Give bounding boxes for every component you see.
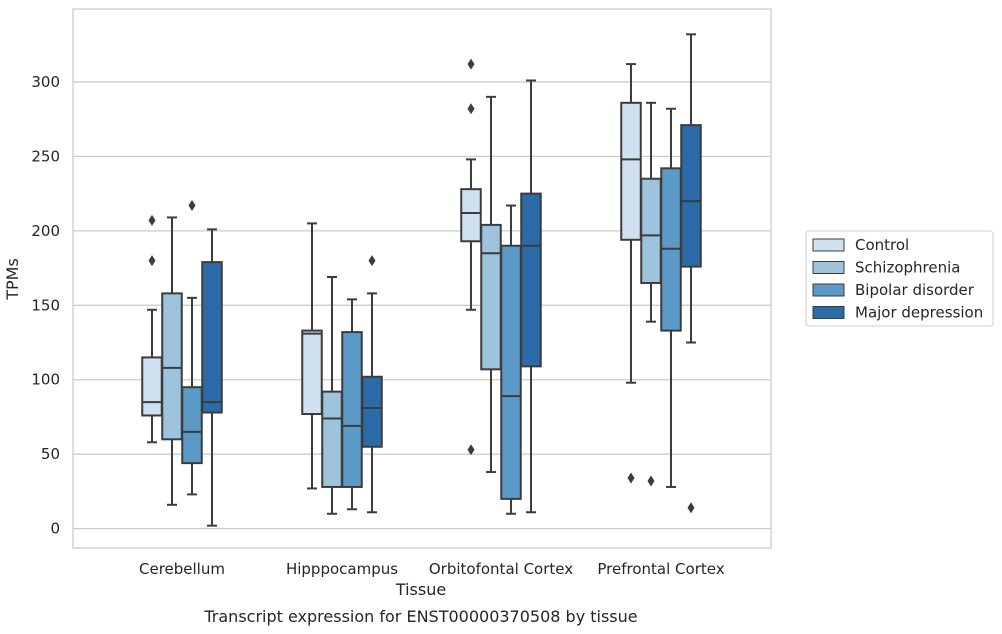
box-major-depression <box>680 33 702 514</box>
legend: Control Schizophrenia Bipolar disorder Majo… <box>805 230 994 327</box>
outlier-point <box>647 475 655 487</box>
box-plot-series <box>141 33 702 527</box>
box-schizophrenia <box>161 216 183 506</box>
plot-frame <box>72 8 772 549</box>
y-tick-label: 300 <box>31 73 60 91</box>
outlier-point <box>467 58 475 70</box>
iqr-box <box>620 101 642 241</box>
x-axis-ticks: Cerebellum Hipppocampus Orbitofontal Corte… <box>139 560 725 578</box>
iqr-box <box>520 192 542 368</box>
y-tick-label: 200 <box>31 222 60 240</box>
legend-label: Bipolar disorder <box>855 281 975 299</box>
x-tick-label: Hipppocampus <box>286 560 398 578</box>
outlier-point <box>467 444 475 456</box>
legend-swatch <box>812 238 845 252</box>
iqr-box <box>161 292 183 441</box>
x-tick-label: Cerebellum <box>139 560 225 578</box>
y-tick-label: 0 <box>50 520 60 538</box>
legend-frame <box>805 230 994 327</box>
legend-swatch <box>812 306 845 319</box>
y-axis-label: TPMs <box>3 258 22 301</box>
x-axis-label: Tissue <box>395 580 446 599</box>
box-major-depression <box>361 255 383 514</box>
legend-label: Major depression <box>855 304 983 322</box>
outlier-point <box>627 472 635 484</box>
box-control <box>301 222 323 490</box>
box-schizophrenia <box>640 101 662 487</box>
legend-label: Control <box>855 236 909 254</box>
box-schizophrenia <box>321 276 343 515</box>
legend-label: Schizophrenia <box>855 259 960 277</box>
outlier-point <box>368 255 376 267</box>
box-major-depression <box>201 228 223 527</box>
chart-caption: Transcript expression for ENST0000037050… <box>203 607 637 626</box>
box-control <box>620 63 642 484</box>
iqr-box <box>640 177 662 284</box>
outlier-point <box>467 103 475 115</box>
outlier-point <box>148 255 156 267</box>
iqr-box <box>321 390 343 488</box>
box-control <box>460 58 482 456</box>
box-bipolar-disorder <box>500 204 522 515</box>
legend-swatch <box>812 283 845 297</box>
outlier-point <box>148 214 156 226</box>
y-tick-label: 50 <box>41 445 60 463</box>
box-bipolar-disorder <box>660 107 682 488</box>
box-major-depression <box>520 79 542 514</box>
x-tick-label: Orbitofontal Cortex <box>429 560 573 578</box>
x-tick-label: Prefrontal Cortex <box>597 560 724 578</box>
y-tick-label: 150 <box>31 296 60 314</box>
outlier-point <box>687 502 695 514</box>
iqr-box <box>301 329 323 415</box>
legend-swatch <box>812 261 845 274</box>
iqr-box <box>480 223 502 371</box>
iqr-box <box>341 331 363 488</box>
box-schizophrenia <box>480 95 502 474</box>
y-tick-label: 250 <box>31 147 60 165</box>
iqr-box <box>201 261 223 414</box>
iqr-box <box>181 386 203 465</box>
box-bipolar-disorder <box>341 298 363 511</box>
iqr-box <box>361 375 383 448</box>
iqr-box <box>680 124 702 268</box>
y-tick-label: 100 <box>31 371 60 389</box>
iqr-box <box>500 244 522 500</box>
outlier-point <box>188 200 196 212</box>
box-bipolar-disorder <box>181 200 203 496</box>
iqr-box <box>141 356 163 417</box>
iqr-box <box>460 188 482 243</box>
y-axis-ticks: 0 50 100 150 200 250 300 <box>31 73 60 538</box>
box-control <box>141 214 163 444</box>
